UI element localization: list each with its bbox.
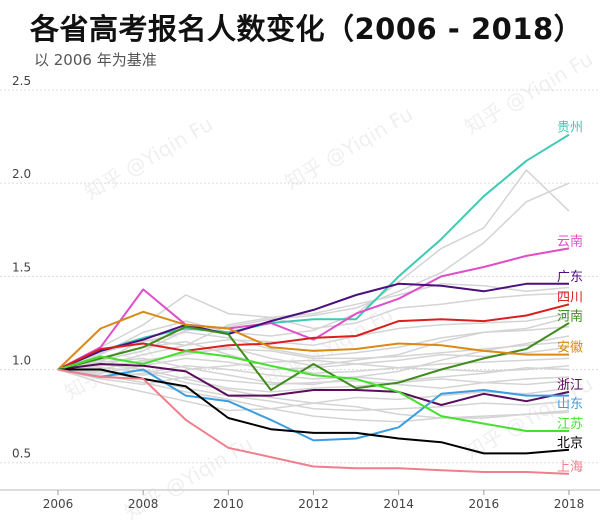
background-series-layer: [57, 168, 570, 423]
background-series-line: [57, 312, 570, 371]
series-line-山东: [57, 368, 569, 442]
series-label: 安徽: [557, 341, 583, 356]
series-line-浙江: [57, 363, 570, 406]
background-series-line: [57, 340, 570, 371]
series-label: 北京: [557, 436, 583, 451]
series-line-河南: [57, 322, 570, 391]
series-label: 四川: [557, 290, 583, 305]
series-line-安徽: [57, 310, 569, 371]
x-tick-label: 2006: [43, 497, 74, 511]
x-tick-label: 2008: [128, 497, 159, 511]
series-line-广东: [57, 282, 569, 371]
background-series-line: [57, 283, 570, 371]
y-tick-label: 1.5: [12, 260, 31, 274]
y-tick-label: 0.5: [12, 447, 31, 461]
watermark-text: 知乎 @Yiqin Fu: [281, 102, 418, 195]
highlighted-series-layer: [57, 133, 570, 475]
chart-subtitle: 以 2006 年为基准: [34, 51, 157, 69]
series-label: 贵州: [557, 121, 583, 136]
series-line-上海: [57, 368, 570, 475]
x-tick-label: 2014: [383, 497, 414, 511]
series-line-四川: [57, 303, 570, 371]
background-series-line: [57, 365, 570, 382]
background-series-line: [57, 368, 570, 423]
background-series-line: [57, 357, 570, 376]
series-label: 浙江: [557, 378, 583, 393]
background-series-line: [57, 168, 570, 371]
x-tick-label: 2016: [469, 497, 500, 511]
x-tick-label: 2010: [213, 497, 244, 511]
watermark-text: 知乎 @Yiqin Fu: [81, 112, 218, 205]
y-axis-ticks: 0.5 1.0 1.5 2.0 2.5: [12, 74, 31, 461]
x-tick-label: 2012: [298, 497, 329, 511]
series-line-云南: [57, 247, 570, 371]
y-tick-label: 2.5: [12, 74, 31, 88]
y-tick-label: 1.0: [12, 354, 31, 368]
background-series-line: [57, 182, 570, 371]
chart-title: 各省高考报名人数变化（2006 - 2018）: [30, 12, 584, 46]
series-label: 江苏: [557, 416, 583, 432]
series-label: 云南: [557, 233, 583, 249]
background-series-line: [57, 366, 570, 419]
series-label: 山东: [557, 397, 583, 412]
series-label: 上海: [557, 460, 583, 475]
series-line-贵州: [57, 133, 570, 371]
series-label: 河南: [557, 308, 583, 324]
series-label: 广东: [557, 270, 583, 285]
x-tick-label: 2018: [554, 497, 585, 511]
series-line-江苏: [57, 349, 569, 432]
y-tick-label: 2.0: [12, 167, 31, 181]
x-axis: 2006 2008 2010 2012 2014 2016 2018: [0, 489, 600, 511]
background-series-line: [57, 325, 570, 371]
